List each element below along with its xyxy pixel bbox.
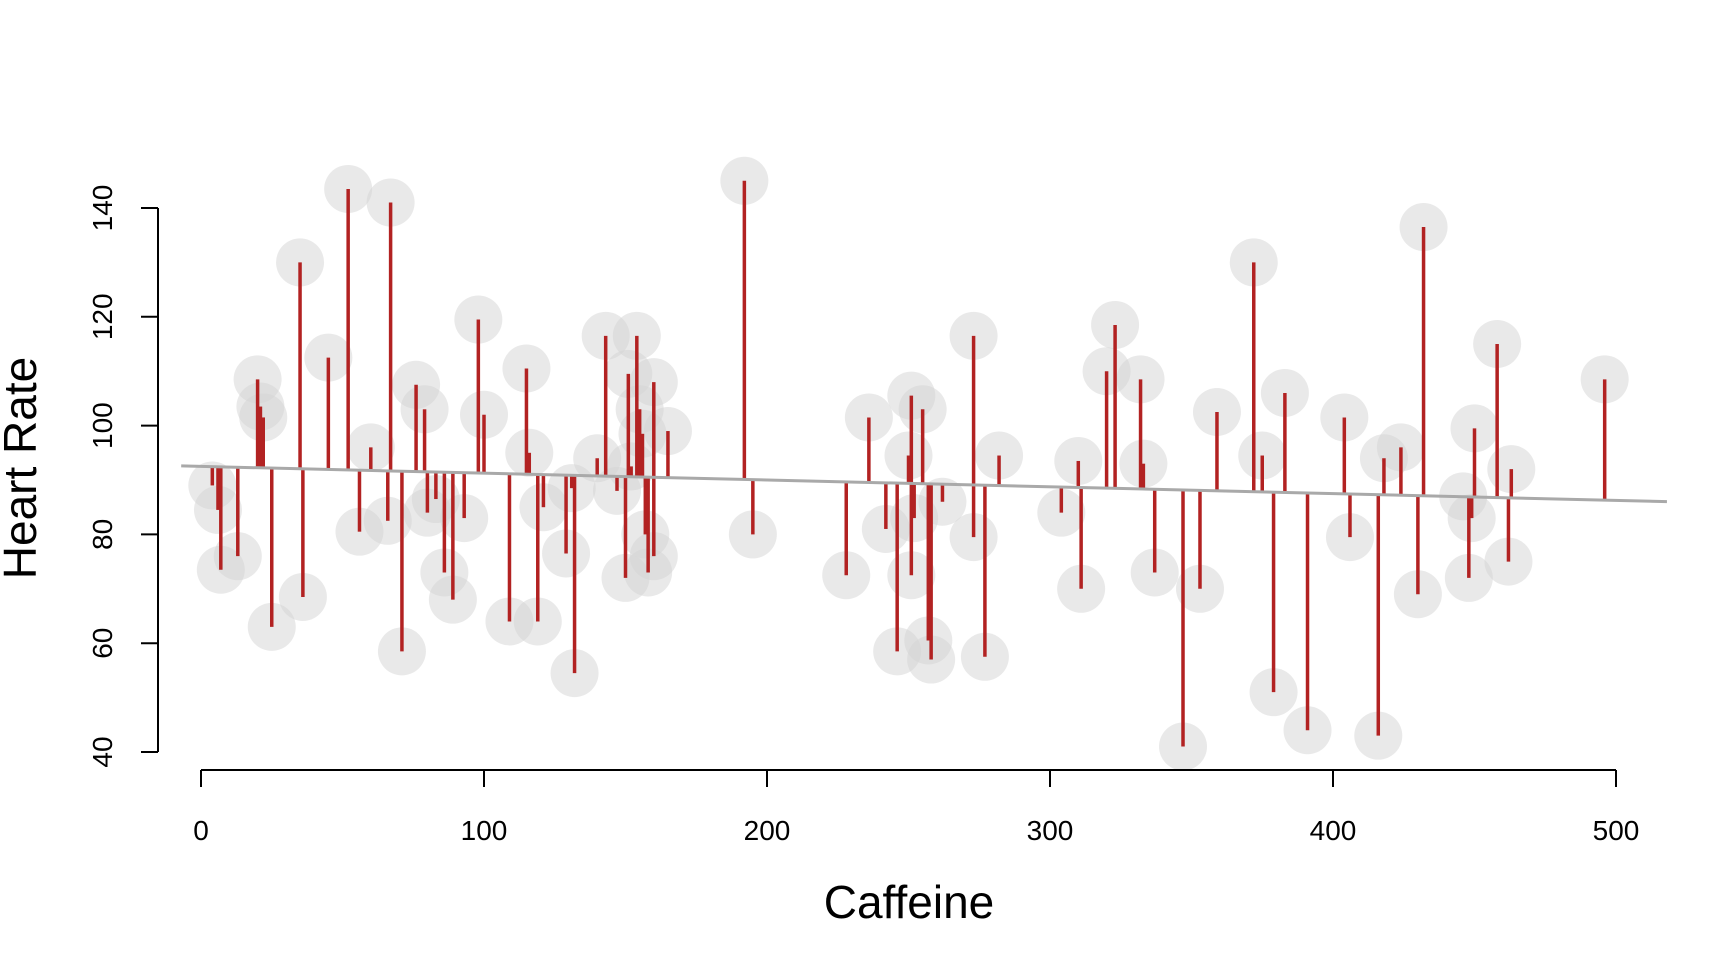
y-tick-label: 140 (87, 185, 118, 232)
y-tick-label: 40 (87, 736, 118, 767)
y-ticks: 40 60 80 100 120 140 (87, 185, 158, 768)
y-tick-label: 120 (87, 293, 118, 340)
x-ticks: 0 100 200 300 400 500 (193, 770, 1639, 846)
data-point (193, 485, 242, 534)
x-tick-label: 200 (744, 815, 791, 846)
y-tick-label: 80 (87, 519, 118, 550)
x-axis: 0 100 200 300 400 500 (193, 769, 1639, 846)
x-tick-label: 100 (461, 815, 508, 846)
x-tick-label: 500 (1593, 815, 1640, 846)
residuals-layer (210, 180, 1607, 747)
y-axis-title: Heart Rate (0, 357, 46, 579)
y-tick-label: 60 (87, 628, 118, 659)
x-tick-label: 300 (1027, 815, 1074, 846)
x-axis-title: Caffeine (824, 876, 995, 928)
y-axis: 40 60 80 100 120 140 (87, 185, 159, 768)
x-tick-label: 400 (1310, 815, 1357, 846)
y-tick-label: 100 (87, 402, 118, 449)
regression-line (181, 464, 1667, 504)
x-tick-label: 0 (193, 815, 209, 846)
